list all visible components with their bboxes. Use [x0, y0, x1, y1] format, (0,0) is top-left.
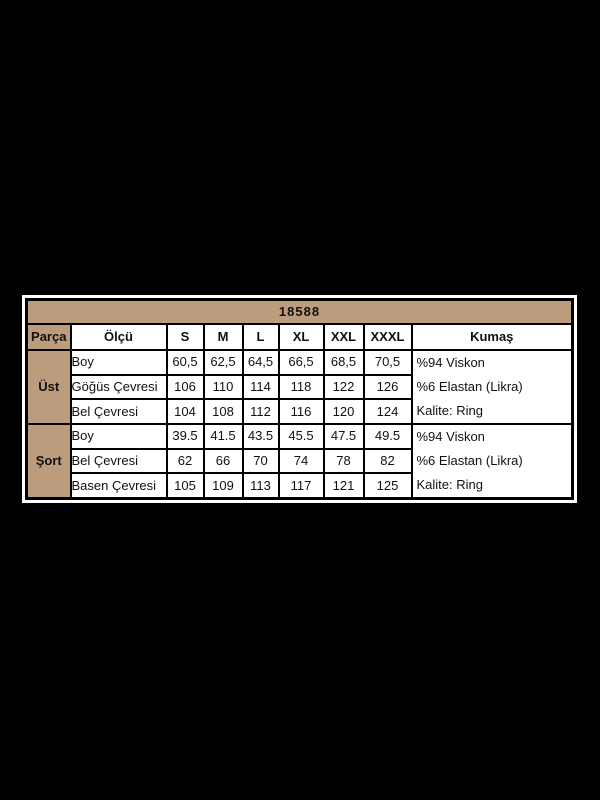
col-header-xxxl: XXXL — [362, 323, 413, 351]
section-label-ust: Üst — [25, 349, 72, 425]
size-value: 108 — [202, 398, 244, 425]
measure-label: Göğüs Çevresi — [69, 373, 168, 401]
column-header-row: Parça Ölçü S M L XL XXL XXXL Kumaş — [25, 323, 574, 351]
size-value: 106 — [165, 373, 205, 401]
size-value: 64,5 — [241, 349, 280, 376]
size-value: 124 — [362, 398, 413, 425]
size-value: 117 — [277, 472, 325, 500]
size-value: 113 — [241, 472, 280, 500]
col-header-kumas: Kumaş — [410, 323, 574, 351]
size-value: 82 — [362, 447, 413, 475]
fabric-line: %6 Elastan (Likra) — [416, 378, 523, 394]
size-value: 118 — [277, 373, 325, 401]
size-value: 74 — [277, 447, 325, 475]
size-value: 43.5 — [241, 423, 280, 450]
size-value: 62 — [165, 447, 205, 475]
size-value: 68,5 — [322, 349, 365, 376]
measure-label: Bel Çevresi — [69, 398, 168, 425]
size-value: 60,5 — [165, 349, 205, 376]
size-value: 62,5 — [202, 349, 244, 376]
size-value: 120 — [322, 398, 365, 425]
table-row: Göğüs Çevresi 106 110 114 118 122 126 — [27, 373, 573, 401]
section-label-sort: Şort — [25, 423, 72, 500]
fabric-line: %94 Viskon — [416, 354, 485, 370]
size-value: 112 — [241, 398, 280, 425]
size-value: 121 — [322, 472, 365, 500]
fabric-line: Kalite: Ring — [416, 402, 483, 418]
size-value: 66 — [202, 447, 244, 475]
table-row: Üst Boy 60,5 62,5 64,5 66,5 68,5 70,5 %9… — [25, 349, 574, 425]
col-header-olcu: Ölçü — [69, 323, 168, 351]
col-header-s: S — [165, 323, 205, 351]
size-value: 78 — [322, 447, 365, 475]
size-chart-frame: 18588 Parça Ölçü S M L XL XXL XXXL Kumaş… — [22, 295, 577, 503]
col-header-parca: Parça — [25, 323, 72, 351]
size-value: 70,5 — [362, 349, 413, 376]
fabric-info-ust: %94 Viskon %6 Elastan (Likra) Kalite: Ri… — [410, 349, 574, 425]
fabric-line: Kalite: Ring — [416, 476, 483, 492]
table-row: Basen Çevresi 105 109 113 117 121 125 — [27, 472, 573, 500]
size-value: 126 — [362, 373, 413, 401]
size-value: 104 — [165, 398, 205, 425]
col-header-l: L — [241, 323, 280, 351]
col-header-xxl: XXL — [322, 323, 365, 351]
table-row: Bel Çevresi 104 108 112 116 120 124 — [27, 398, 573, 425]
measure-label: Boy — [69, 423, 168, 450]
size-value: 114 — [241, 373, 280, 401]
size-value: 116 — [277, 398, 325, 425]
title-row: 18588 — [25, 298, 574, 325]
size-value: 110 — [202, 373, 244, 401]
measure-label: Boy — [69, 349, 168, 376]
size-value: 41.5 — [202, 423, 244, 450]
product-code: 18588 — [25, 298, 574, 325]
col-header-m: M — [202, 323, 244, 351]
table-row: Şort Boy 39.5 41.5 43.5 45.5 47.5 49.5 %… — [25, 423, 574, 500]
measure-label: Basen Çevresi — [69, 472, 168, 500]
size-value: 70 — [241, 447, 280, 475]
fabric-line: %94 Viskon — [416, 428, 485, 444]
fabric-line: %6 Elastan (Likra) — [416, 452, 523, 468]
size-value: 47.5 — [322, 423, 365, 450]
size-value: 105 — [165, 472, 205, 500]
size-value: 39.5 — [165, 423, 205, 450]
size-value: 66,5 — [277, 349, 325, 376]
table-row: Bel Çevresi 62 66 70 74 78 82 — [27, 447, 573, 475]
size-value: 45.5 — [277, 423, 325, 450]
size-value: 109 — [202, 472, 244, 500]
size-value: 49.5 — [362, 423, 413, 450]
size-chart-table: 18588 Parça Ölçü S M L XL XXL XXXL Kumaş… — [25, 298, 574, 500]
measure-label: Bel Çevresi — [69, 447, 168, 475]
size-value: 122 — [322, 373, 365, 401]
fabric-info-sort: %94 Viskon %6 Elastan (Likra) Kalite: Ri… — [410, 423, 574, 500]
col-header-xl: XL — [277, 323, 325, 351]
size-value: 125 — [362, 472, 413, 500]
